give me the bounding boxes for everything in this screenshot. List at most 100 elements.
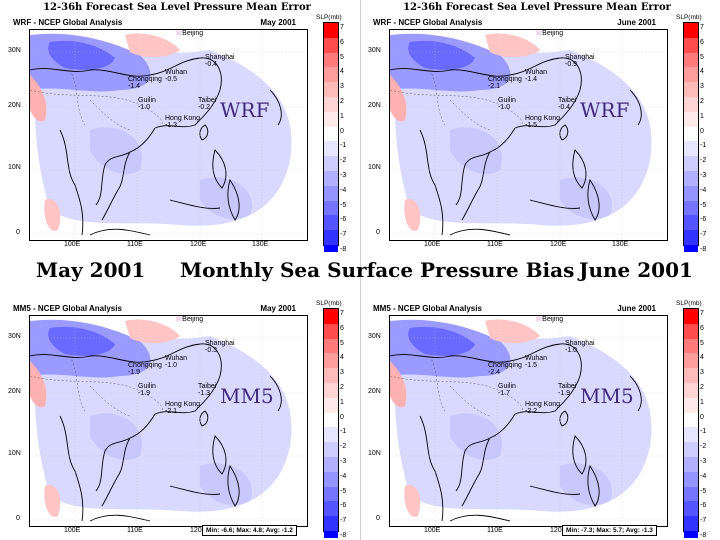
colorbar-swatch: [684, 516, 698, 531]
colorbar-tick-label: 1: [700, 112, 704, 120]
lat-label-20n: 20N: [8, 388, 21, 395]
colorbar-swatch: [324, 382, 338, 398]
lon-label-100e: 100E: [64, 241, 81, 248]
colorbar-tick-label: -7: [340, 231, 347, 239]
city-name: Guilin: [138, 97, 156, 104]
colorbar-tick-label: -2: [700, 157, 707, 165]
colorbar-swatch: [684, 486, 698, 502]
city-chongqing: Chongqing -2.1: [488, 76, 522, 90]
colorbar-swatch: [324, 200, 338, 216]
city-taibei: Taibei -1.3: [198, 383, 216, 397]
stats-box: Min: -7.3; Max: 5.7; Avg: -1.3: [562, 525, 657, 536]
city-bias-value: -1.9: [558, 390, 571, 397]
lon-label-100e: 100E: [64, 527, 81, 534]
colorbar-swatch: [324, 501, 338, 517]
capital-star-icon: ☆: [535, 315, 543, 323]
city-name: Wuhan: [525, 69, 548, 76]
map-panel-wrf-may: 12-36h Forecast Sea Level Pressure Mean …: [2, 0, 352, 252]
city-chongqing: Chongqing -2.4: [488, 362, 522, 376]
lon-label-130e: 130E: [612, 241, 629, 248]
model-label: MM5: [580, 384, 634, 408]
colorbar-swatch: [324, 185, 338, 201]
lon-label-100e: 100E: [424, 241, 441, 248]
lon-label-120e: 120E: [550, 527, 567, 534]
colorbar-tick-label: 2: [340, 98, 344, 105]
city-name: Taibei: [558, 383, 577, 390]
lat-label-30n: 30N: [368, 47, 381, 54]
city-hongkong: Hong Kong -2.2: [525, 401, 560, 415]
bias-field: [30, 316, 307, 526]
colorbar-tick-label: 3: [700, 83, 704, 91]
colorbar-tick-label: 4: [700, 68, 704, 76]
colorbar-tick-label: -3: [340, 458, 347, 465]
lon-label-120e: 120E: [190, 527, 207, 534]
colorbar-tick-label: 7: [700, 24, 704, 31]
city-beijing: ☆Beijing: [175, 29, 204, 37]
map-panel-mm5-june: MM5 - NCEP Global Analysis June 2001 30N…: [362, 286, 712, 538]
colorbar-swatch: [324, 215, 338, 231]
city-bias-value: -2.1: [165, 408, 178, 415]
colorbar-swatch: [684, 412, 698, 428]
stats-box: Min: -6.6; Max: 4.8; Avg: -1.2: [202, 525, 297, 536]
colorbar-tick-label: -8: [340, 532, 347, 538]
colorbar-swatch: [324, 397, 338, 413]
colorbar-swatch: [324, 309, 338, 324]
city-name: Beijing: [542, 30, 564, 37]
colorbar-tick-label: 5: [700, 53, 704, 61]
city-chongqing: Chongqing -1.4: [128, 76, 162, 90]
lat-label-0: 0: [16, 229, 20, 236]
colorbar-swatch: [684, 530, 698, 538]
colorbar-swatch: [324, 353, 338, 369]
panel-month: June 2001: [617, 304, 656, 313]
colorbar-tick-label: -3: [700, 172, 707, 179]
city-bias-value: -1.5: [525, 362, 538, 369]
city-bias-value: -1.0: [565, 347, 578, 354]
colorbar-tick-label: -1: [700, 142, 707, 150]
city-name: Taibei: [198, 97, 217, 104]
city-hongkong: Hong Kong -1.5: [525, 115, 560, 129]
colorbar-swatch: [684, 23, 698, 38]
city-name: Beijing: [182, 30, 204, 37]
colorbar-tick-label: 6: [340, 324, 344, 332]
lat-label-30n: 30N: [368, 333, 381, 340]
colorbar-tick-label: 0: [700, 413, 704, 421]
colorbar-swatch: [324, 170, 338, 186]
colorbar-tick-label: 3: [340, 83, 344, 91]
colorbar-swatch: [324, 427, 338, 443]
colorbar-tick-label: 6: [700, 38, 704, 46]
colorbar-swatch: [684, 456, 698, 472]
lat-label-10n: 10N: [368, 164, 381, 171]
city-shanghai: Shanghai -0.4: [205, 54, 235, 68]
colorbar-tick-label: 2: [700, 384, 704, 391]
panel-title: 12-36h Forecast Sea Level Pressure Mean …: [403, 2, 671, 13]
capital-star-icon: ☆: [175, 29, 183, 37]
colorbar-swatch: [684, 126, 698, 142]
city-bias-value: -1.3: [198, 390, 211, 397]
colorbar: [683, 22, 699, 252]
city-chongqing: Chongqing -1.9: [128, 362, 162, 376]
colorbar-swatch: [324, 516, 338, 531]
colorbar-swatch: [684, 96, 698, 112]
colorbar-tick-label: -4: [340, 472, 347, 480]
lat-label-20n: 20N: [368, 388, 381, 395]
panel-month: May 2001: [260, 304, 296, 313]
city-hongkong: Hong Kong -2.1: [165, 401, 200, 415]
capital-star-icon: ☆: [175, 315, 183, 323]
colorbar-tick-label: 0: [340, 127, 344, 135]
city-guilin: Guilin -1.9: [138, 383, 156, 397]
colorbar-title: SLP(mb): [676, 300, 702, 307]
colorbar-tick-label: 7: [340, 24, 344, 31]
colorbar-tick-label: 2: [700, 98, 704, 105]
colorbar-swatch: [324, 141, 338, 157]
sea-level-pressure-map: ☆Beijing Shanghai -0.3 Wuhan -1.0 Chongq…: [29, 315, 308, 527]
colorbar-tick-label: -3: [340, 172, 347, 179]
colorbar-tick-label: -1: [340, 142, 347, 150]
lat-label-10n: 10N: [8, 164, 21, 171]
city-name: Shanghai: [565, 340, 595, 347]
colorbar-swatch: [324, 156, 338, 171]
city-bias-value: -1.4: [128, 83, 141, 90]
city-name: Beijing: [182, 316, 204, 323]
city-name: Wuhan: [165, 69, 188, 76]
city-bias-value: -1.7: [498, 390, 511, 397]
colorbar-swatch: [684, 471, 698, 487]
